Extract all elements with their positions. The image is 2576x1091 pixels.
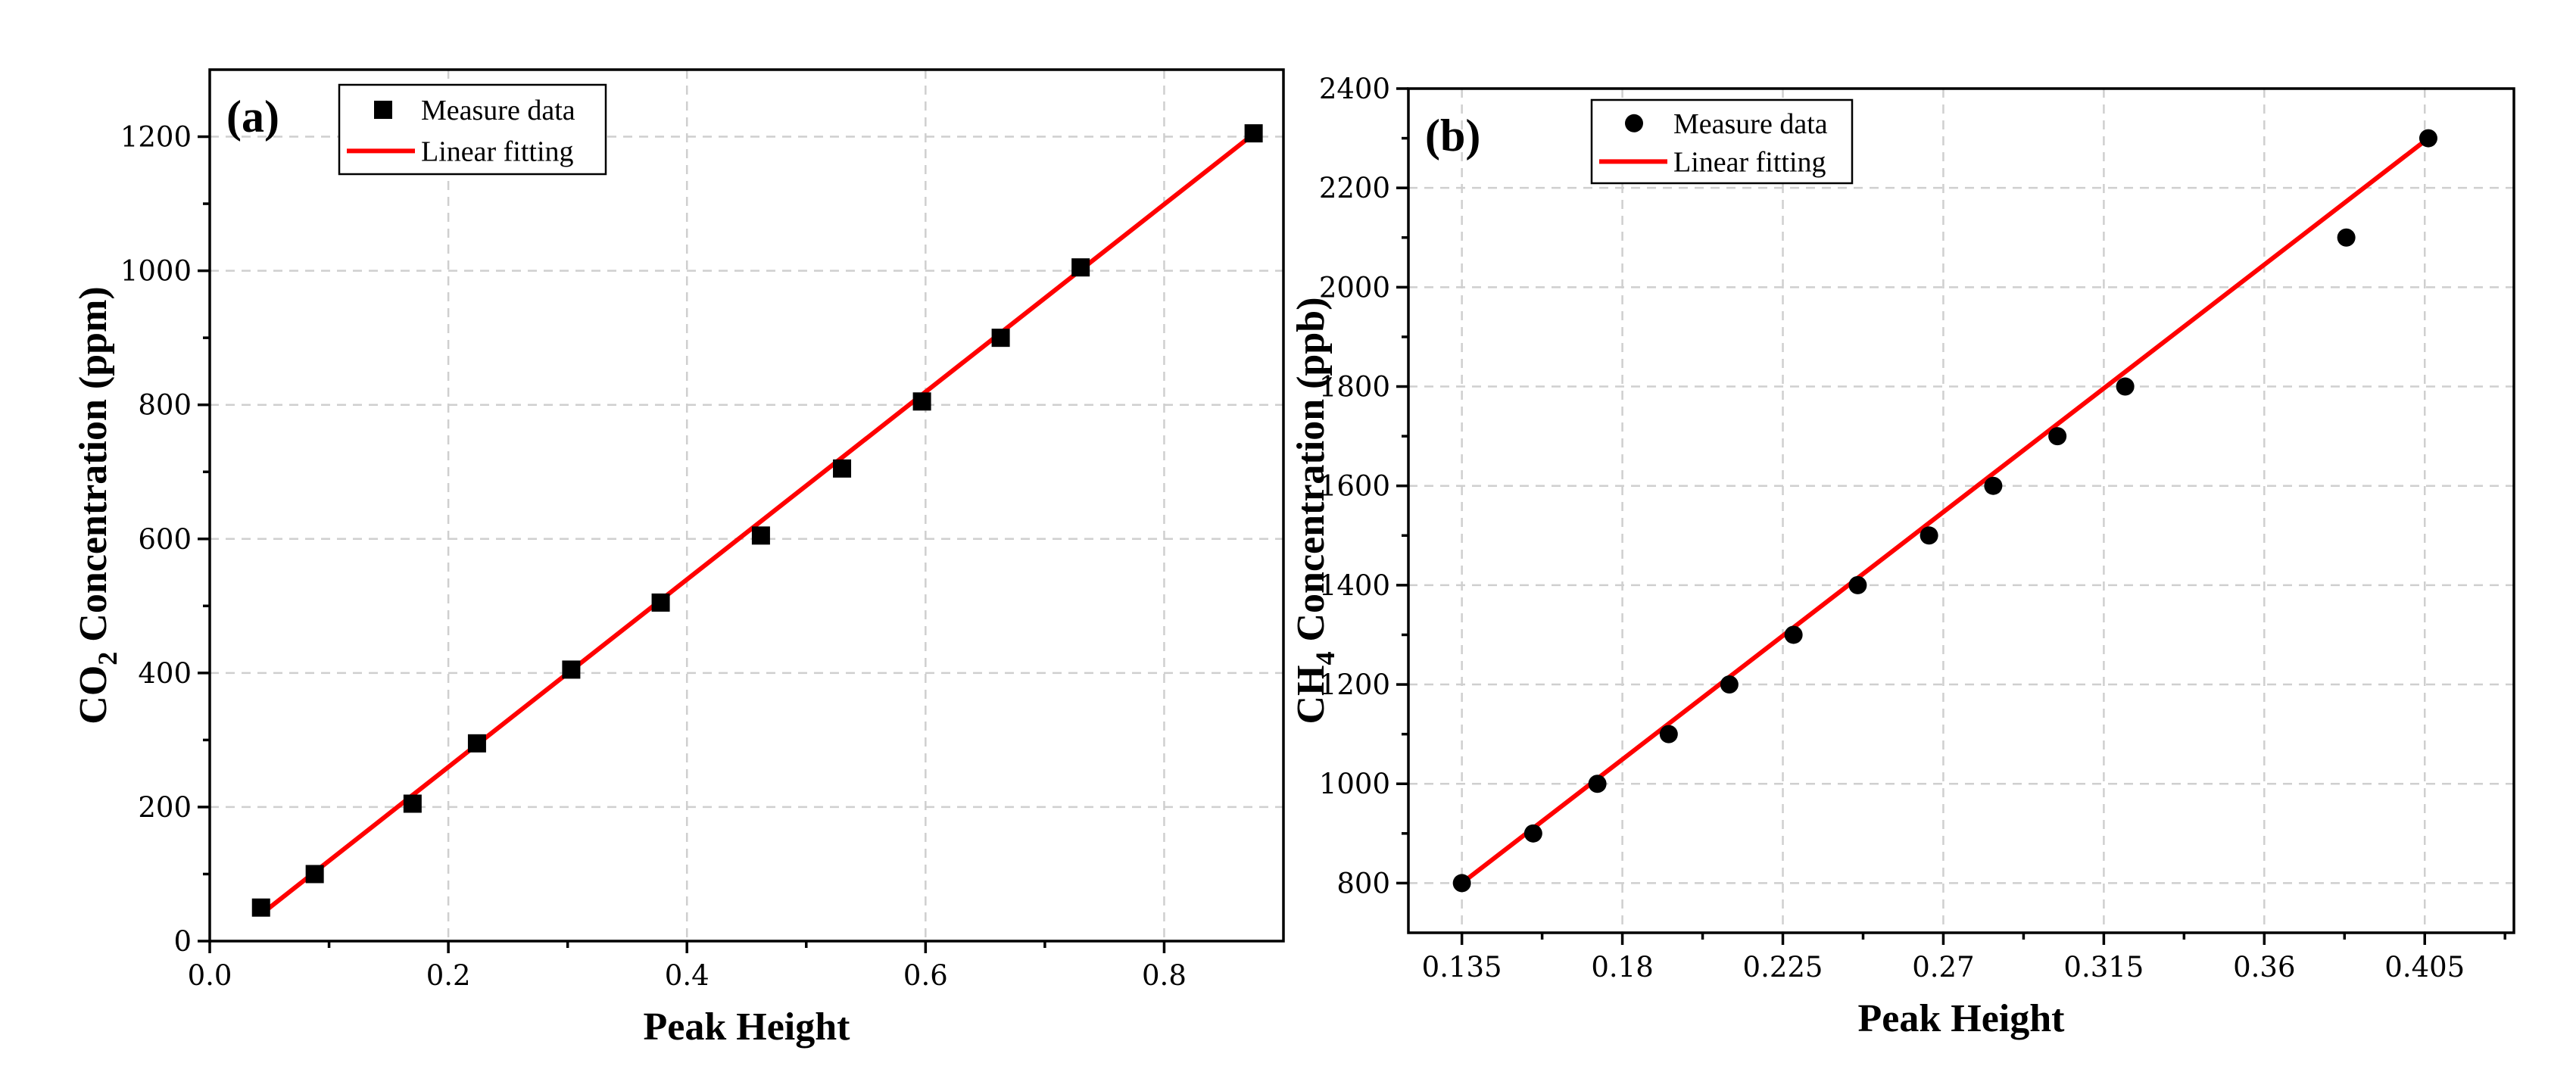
- y-tick-label: 1200: [120, 121, 192, 154]
- chart-panel-a: 0 200 400 600 800 1000 1200 0.0 0.2 0.4 0.6 0.8 Peak…: [72, 68, 1285, 1049]
- legend-label-measure: Measure data: [1673, 108, 1828, 140]
- x-tick-label: 0.27: [1912, 951, 1974, 983]
- y-tick-label: 1000: [1319, 768, 1390, 800]
- linear-fit-line: [1460, 136, 2430, 885]
- y-axis-title: CO2 Concentration (ppm): [72, 286, 123, 724]
- data-point: [2337, 228, 2356, 247]
- legend-marker-square: [374, 101, 392, 120]
- data-point: [1784, 625, 1803, 644]
- data-point: [1244, 124, 1263, 143]
- data-point: [1720, 675, 1739, 694]
- y-tick-label: 200: [138, 791, 192, 824]
- data-point: [562, 660, 581, 679]
- panel-label: (b): [1425, 111, 1480, 161]
- y-axis-title-main: CH: [1290, 666, 1333, 725]
- data-point: [467, 734, 486, 753]
- y-axis-title-rest: Concentration (ppb): [1290, 297, 1333, 651]
- y-tick-label: 400: [138, 657, 192, 690]
- y-tick-label: 2200: [1319, 172, 1390, 204]
- data-point: [991, 329, 1010, 348]
- data-point: [1588, 775, 1607, 793]
- y-tick-label: 2000: [1319, 271, 1390, 304]
- y-tick-label: 1400: [1319, 569, 1390, 602]
- x-tick-label: 0.4: [665, 959, 709, 992]
- plot-frame: [1407, 87, 2515, 934]
- legend-box: [1590, 98, 1854, 185]
- y-tick-label: 600: [138, 523, 192, 556]
- x-tick-label: 0.405: [2384, 951, 2465, 983]
- data-point: [1920, 526, 1938, 545]
- data-point: [403, 794, 422, 813]
- x-tick-label: 0.36: [2233, 951, 2295, 983]
- legend-box: [338, 83, 607, 176]
- x-tick-label: 0.18: [1591, 951, 1653, 983]
- data-point: [1984, 476, 2003, 495]
- y-tick-label: 1000: [120, 255, 192, 288]
- data-point: [2116, 377, 2135, 396]
- x-tick-label: 0.315: [2063, 951, 2144, 983]
- x-tick-label: 0.135: [1422, 951, 1502, 983]
- x-tick-label: 0.2: [426, 959, 471, 992]
- y-tick-label: 0: [173, 925, 192, 958]
- y-tick-label: 2400: [1319, 73, 1390, 105]
- data-point: [1523, 824, 1542, 843]
- y-tick-label: 800: [138, 389, 192, 422]
- x-tick-label: 0.225: [1743, 951, 1823, 983]
- x-tick-label: 0.6: [903, 959, 948, 992]
- y-axis-title-subscript: 2: [92, 652, 123, 666]
- x-tick-label: 0.0: [188, 959, 232, 992]
- data-point: [2048, 427, 2067, 446]
- y-tick-label: 1800: [1319, 371, 1390, 404]
- y-tick-label: 1600: [1319, 470, 1390, 503]
- y-axis-title-main: CO: [72, 666, 115, 725]
- panel-label: (a): [226, 92, 279, 142]
- data-point: [912, 392, 931, 411]
- legend-label-measure: Measure data: [421, 95, 575, 126]
- data-point: [751, 526, 770, 545]
- data-point: [833, 459, 852, 478]
- data-point: [251, 898, 270, 917]
- y-tick-label: 1200: [1319, 669, 1390, 701]
- data-point: [1452, 874, 1471, 893]
- data-point: [305, 865, 324, 884]
- data-point: [1659, 725, 1678, 743]
- data-point: [2419, 129, 2437, 148]
- x-axis-title: Peak Height: [644, 1005, 851, 1049]
- y-tick-label: 800: [1336, 867, 1390, 899]
- x-tick-label: 0.8: [1142, 959, 1187, 992]
- legend-label-fit: Linear fitting: [1673, 146, 1826, 178]
- data-point: [651, 593, 670, 612]
- legend: Measure data Linear fitting: [1590, 98, 1854, 185]
- legend: Measure data Linear fitting: [338, 83, 607, 176]
- x-axis-title: Peak Height: [1858, 997, 2066, 1040]
- data-point: [1071, 258, 1090, 277]
- plot-frame: [208, 68, 1285, 943]
- chart-panel-b: 800 1000 1200 1400 1600 1800 2000 2200 2400 0.135…: [1290, 73, 2515, 1040]
- y-axis-title: CH4 Concentration (ppb): [1290, 297, 1340, 724]
- y-axis-title-rest: Concentration (ppm): [72, 286, 115, 651]
- legend-label-fit: Linear fitting: [421, 136, 574, 167]
- legend-marker-circle: [1625, 114, 1643, 132]
- y-axis-title-subscript: 4: [1310, 652, 1340, 666]
- data-point: [1848, 575, 1867, 594]
